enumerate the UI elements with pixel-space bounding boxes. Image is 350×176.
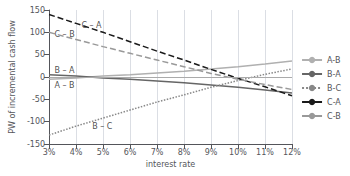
svg-text:50: 50 — [35, 50, 45, 59]
svg-text:B – A: B – A — [54, 66, 75, 75]
svg-text:0: 0 — [40, 73, 45, 82]
svg-text:8%: 8% — [178, 148, 191, 157]
svg-text:B – C: B – C — [92, 122, 113, 131]
svg-text:4%: 4% — [70, 148, 83, 157]
svg-text:A-B: A-B — [327, 56, 340, 65]
svg-text:A – B: A – B — [54, 81, 74, 90]
svg-text:9%: 9% — [205, 148, 218, 157]
svg-text:-50: -50 — [32, 95, 45, 104]
svg-text:10%: 10% — [229, 148, 247, 157]
svg-text:PW of incremental cash flow: PW of incremental cash flow — [8, 20, 17, 134]
svg-text:B-C: B-C — [327, 84, 341, 93]
svg-text:C-A: C-A — [327, 98, 341, 107]
svg-text:11%: 11% — [256, 148, 274, 157]
svg-text:-150: -150 — [26, 139, 46, 149]
svg-text:150: 150 — [30, 6, 45, 15]
svg-text:3%: 3% — [43, 148, 56, 157]
svg-text:5%: 5% — [97, 148, 110, 157]
svg-text:12%: 12% — [283, 148, 301, 157]
svg-text:-100: -100 — [27, 117, 45, 126]
svg-text:7%: 7% — [151, 148, 164, 157]
svg-text:6%: 6% — [124, 148, 137, 157]
svg-text:C-B: C-B — [327, 112, 341, 121]
svg-text:interest rate: interest rate — [146, 160, 196, 169]
svg-text:C – B: C – B — [54, 30, 74, 39]
svg-text:100: 100 — [30, 28, 45, 37]
svg-text:C – A: C – A — [81, 21, 102, 30]
svg-text:B-A: B-A — [327, 70, 341, 79]
